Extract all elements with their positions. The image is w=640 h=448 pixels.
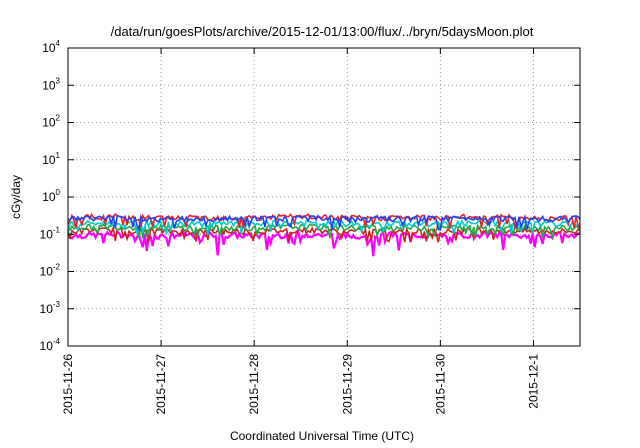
chart-title: /data/run/goesPlots/archive/2015-12-01/1… xyxy=(111,24,534,39)
x-tick-label: 2015-11-29 xyxy=(340,354,354,415)
series-line xyxy=(67,213,581,233)
series-line xyxy=(67,224,581,243)
x-axis-label: Coordinated Universal Time (UTC) xyxy=(230,429,414,443)
y-tick-label: 10-1 xyxy=(40,225,61,241)
grid xyxy=(68,48,580,346)
y-tick-label: 101 xyxy=(42,151,60,167)
x-tick-label: 2015-11-26 xyxy=(61,354,75,415)
x-tick-label: 2015-12-1 xyxy=(526,354,540,409)
y-tick-label: 100 xyxy=(42,188,60,204)
y-ticks: 10-4 10-3 10-2 10-1 100 101 102 103 104 xyxy=(40,39,580,353)
y-axis-label: cGy/day xyxy=(9,175,23,219)
y-tick-label: 10-3 xyxy=(40,300,61,316)
x-tick-label: 2015-11-30 xyxy=(433,354,447,415)
series-line xyxy=(67,222,581,241)
y-tick-label: 102 xyxy=(42,114,60,130)
x-tick-label: 2015-11-27 xyxy=(154,354,168,415)
y-tick-label: 10-4 xyxy=(40,337,61,353)
x-tick-label: 2015-11-28 xyxy=(247,354,261,415)
y-tick-label: 103 xyxy=(42,76,60,92)
y-tick-label: 10-2 xyxy=(40,263,61,279)
y-tick-label: 104 xyxy=(42,39,60,55)
x-ticks: 2015-11-26 2015-11-27 2015-11-28 2015-11-29… xyxy=(61,48,540,415)
series-group xyxy=(67,212,581,257)
